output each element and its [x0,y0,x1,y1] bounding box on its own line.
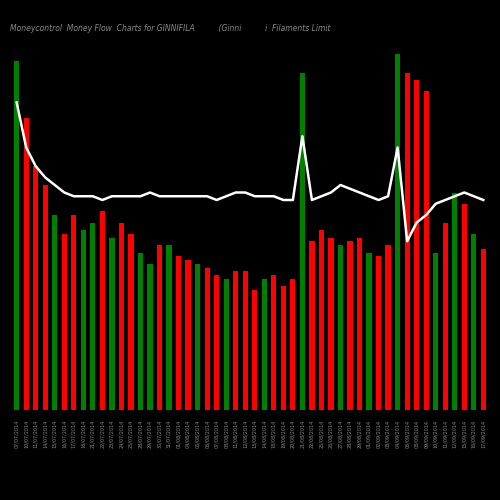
Bar [90,222,96,410]
Bar [395,54,400,410]
Bar [424,91,429,410]
Bar [414,80,420,410]
Bar [24,118,29,410]
Bar [148,264,152,410]
Bar [186,260,190,410]
Bar [204,268,210,410]
Bar [471,234,476,410]
Bar [80,230,86,410]
Bar [14,61,20,410]
Bar [290,278,296,410]
Text: Moneycontrol  Money Flow  Charts for GINNIFILA          (Ginni          i  Filam: Moneycontrol Money Flow Charts for GINNI… [10,24,330,33]
Bar [271,275,276,410]
Bar [176,256,181,410]
Bar [366,252,372,410]
Bar [338,245,343,410]
Bar [233,271,238,410]
Bar [376,256,381,410]
Bar [242,271,248,410]
Bar [262,278,267,410]
Bar [157,245,162,410]
Bar [100,211,105,410]
Bar [128,234,134,410]
Bar [280,286,286,410]
Bar [71,215,76,410]
Bar [195,264,200,410]
Bar [328,238,334,410]
Bar [442,222,448,410]
Bar [252,290,258,410]
Bar [480,248,486,410]
Bar [452,192,458,410]
Bar [386,245,390,410]
Bar [357,238,362,410]
Bar [138,252,143,410]
Bar [119,222,124,410]
Bar [110,238,114,410]
Bar [404,72,410,410]
Bar [310,242,314,410]
Bar [52,215,58,410]
Bar [62,234,67,410]
Bar [42,185,48,410]
Bar [348,242,352,410]
Bar [319,230,324,410]
Bar [433,252,438,410]
Bar [214,275,220,410]
Bar [33,166,38,410]
Bar [166,245,172,410]
Bar [224,278,229,410]
Bar [300,72,305,410]
Bar [462,204,467,410]
